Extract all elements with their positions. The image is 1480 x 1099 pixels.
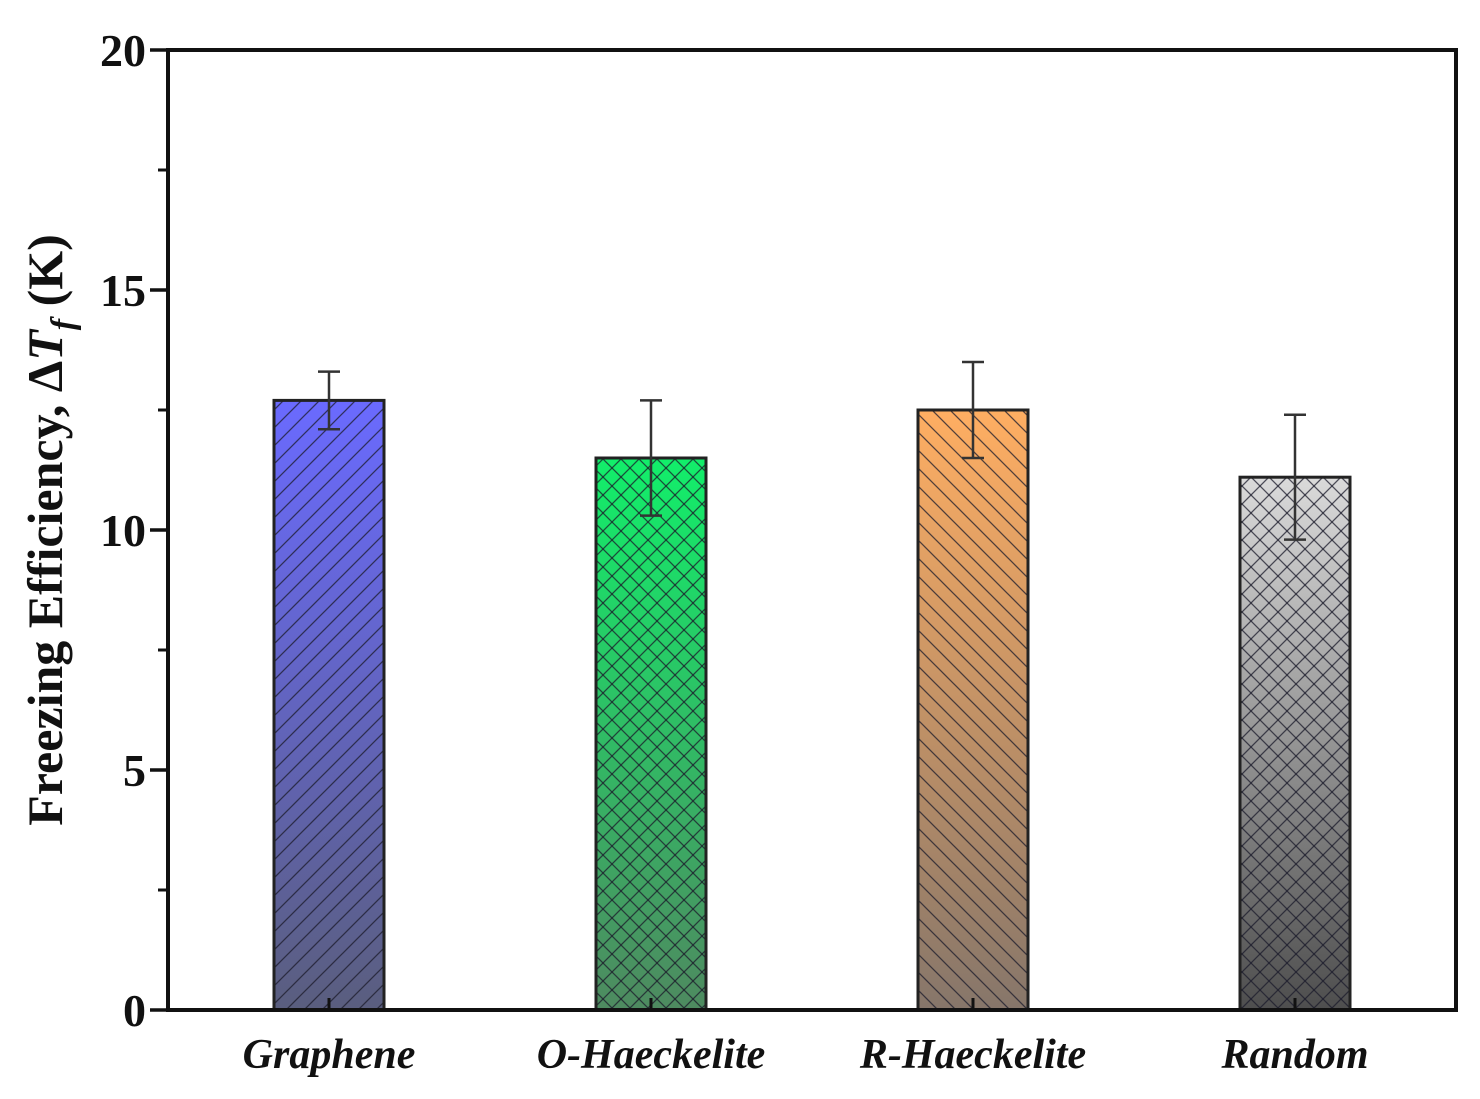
bar-hatch (596, 458, 706, 1010)
bar-hatch (1240, 477, 1350, 1010)
error-bars-layer (318, 360, 1306, 541)
y-tick-label: 10 (100, 505, 146, 556)
y-tick-label: 0 (123, 985, 146, 1036)
bar-graphene (272, 398, 386, 1012)
error-bar-graphene (318, 370, 340, 431)
x-axis-category-labels: Graphene O-Haeckelite R-Haeckelite Random (243, 1032, 1369, 1078)
bar-hatch (918, 410, 1028, 1010)
error-bar-o-haeckelite (640, 399, 662, 517)
error-bar-random (1284, 413, 1306, 541)
y-tick-label: 5 (123, 745, 146, 796)
y-axis-title-subscript: f (45, 315, 82, 330)
bar-hatch (274, 400, 384, 1010)
x-tick-label: R-Haeckelite (859, 1032, 1086, 1078)
y-tick-label: 20 (100, 25, 146, 76)
y-axis-title-suffix: (K) (17, 234, 73, 319)
bars-layer (272, 398, 1352, 1012)
bar-random (1238, 475, 1352, 1012)
x-tick-label: O-Haeckelite (537, 1032, 766, 1078)
y-axis-title-symbol: T (17, 328, 73, 361)
y-axis-ticks: 0 5 10 15 20 (100, 25, 1297, 1036)
y-tick-label: 15 (100, 265, 146, 316)
error-bar-r-haeckelite (962, 360, 984, 460)
y-axis-title: Freezing Efficiency, ΔTf (K) (17, 234, 82, 826)
x-tick-label: Random (1220, 1032, 1368, 1078)
y-axis-title-prefix: Freezing Efficiency, Δ (17, 361, 73, 826)
x-tick-label: Graphene (243, 1032, 416, 1078)
bar-r-haeckelite (916, 408, 1030, 1012)
bar-o-haeckelite (594, 456, 708, 1012)
